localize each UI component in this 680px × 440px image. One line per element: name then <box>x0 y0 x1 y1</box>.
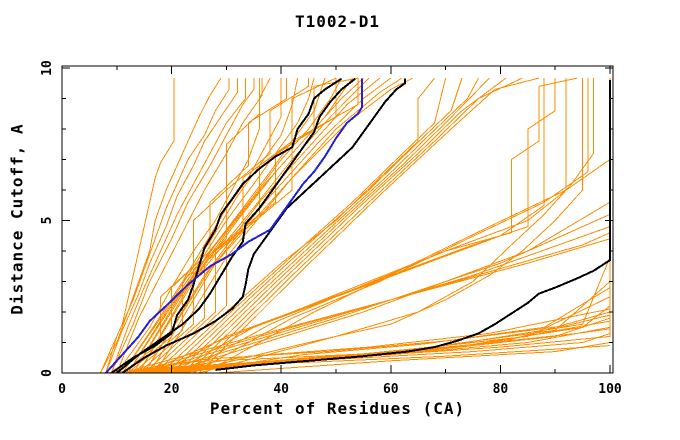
model-curve <box>138 77 337 373</box>
model-curve <box>99 78 175 373</box>
chart-title: T1002-D1 <box>294 12 381 31</box>
x-tick-label: 100 <box>598 382 622 397</box>
model-curve <box>105 78 238 373</box>
model-curve <box>149 77 403 373</box>
model-curve <box>198 77 539 373</box>
model-curve <box>144 77 578 373</box>
model-curve <box>149 308 611 373</box>
model-curve <box>144 226 611 373</box>
y-tick-label: 0 <box>40 369 55 377</box>
x-axis-label: Percent of Residues (CA) <box>209 399 466 418</box>
curves-layer <box>99 77 611 373</box>
model-curve <box>215 342 611 373</box>
model-curve <box>110 78 247 373</box>
model-curve <box>171 77 463 373</box>
model-curve <box>165 77 447 373</box>
y-axis-label: Distance Cutoff, A <box>7 123 27 315</box>
black-model-bottom-curve <box>215 80 611 371</box>
y-tick-label: 10 <box>40 60 55 76</box>
model-curve <box>116 328 611 373</box>
x-tick-label: 40 <box>273 382 289 397</box>
model-curve <box>105 78 230 373</box>
y-tick-label: 5 <box>40 217 55 225</box>
model-curve <box>182 78 567 373</box>
model-curve <box>155 213 611 373</box>
model-curve <box>132 77 342 373</box>
x-tick-label: 80 <box>493 382 509 397</box>
model-curve <box>171 256 611 373</box>
blue-model-curve <box>105 78 363 373</box>
x-tick-label: 0 <box>58 382 66 397</box>
axis-box <box>61 65 614 374</box>
model-curve <box>154 78 359 373</box>
model-curve <box>182 287 611 373</box>
model-curve <box>116 78 263 373</box>
model-curve <box>121 78 299 373</box>
model-curve <box>138 77 370 373</box>
model-curve <box>160 78 556 373</box>
model-curve <box>132 78 310 373</box>
model-curve <box>127 314 611 373</box>
black-model-2-curve <box>116 77 356 373</box>
model-curve <box>193 78 589 373</box>
model-curve <box>193 77 523 373</box>
x-tick-label: 20 <box>164 382 180 397</box>
model-curve <box>154 77 413 373</box>
x-tick-label: 60 <box>383 382 399 397</box>
model-curve <box>187 77 507 373</box>
model-curve <box>165 201 611 373</box>
model-curve <box>182 77 490 373</box>
tick-labels: 0 20 40 60 80 100 0 5 10 <box>40 60 622 397</box>
model-curve <box>198 78 595 373</box>
model-curve <box>176 77 479 373</box>
black-model-1-curve <box>110 77 343 373</box>
model-curve <box>127 78 288 373</box>
model-curve <box>143 77 358 373</box>
model-curve <box>127 77 326 373</box>
model-curve <box>110 78 255 373</box>
model-curve <box>143 77 392 373</box>
